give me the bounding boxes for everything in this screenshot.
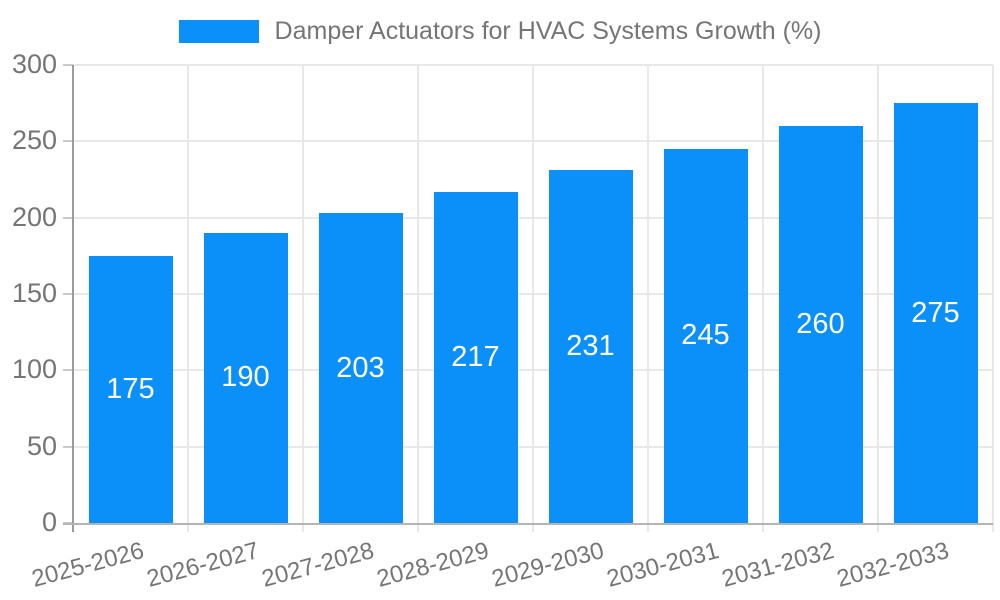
x-axis-line bbox=[63, 523, 993, 525]
legend[interactable]: Damper Actuators for HVAC Systems Growth… bbox=[0, 17, 1000, 46]
x-tick-mark bbox=[647, 523, 649, 532]
x-gridline bbox=[762, 65, 764, 523]
x-tick-label: 2030-2031 bbox=[603, 537, 722, 593]
bar-value-label: 245 bbox=[681, 319, 730, 352]
y-tick-label: 50 bbox=[26, 430, 57, 461]
bar-value-label: 175 bbox=[106, 372, 155, 405]
x-tick-label: 2026-2027 bbox=[143, 537, 262, 593]
y-tick-label: 300 bbox=[11, 49, 57, 79]
y-tick-label: 200 bbox=[11, 201, 57, 232]
x-gridline bbox=[532, 65, 534, 523]
x-gridline bbox=[187, 65, 189, 523]
y-tick-mark bbox=[63, 140, 73, 143]
y-axis-line bbox=[72, 65, 74, 532]
legend-label: Damper Actuators for HVAC Systems Growth… bbox=[274, 17, 822, 45]
x-gridline bbox=[417, 65, 419, 523]
bar-value-label: 275 bbox=[911, 296, 960, 329]
bar-value-label: 190 bbox=[221, 361, 270, 394]
y-tick-mark bbox=[63, 64, 73, 66]
bar[interactable]: 175 bbox=[88, 255, 173, 523]
y-tick-mark bbox=[63, 216, 73, 219]
bar-value-label: 217 bbox=[451, 340, 500, 373]
bar-value-label: 260 bbox=[796, 308, 845, 341]
x-gridline bbox=[877, 65, 879, 523]
y-tick-mark bbox=[63, 445, 73, 448]
y-tick-mark bbox=[63, 293, 73, 295]
bar-value-label: 203 bbox=[336, 351, 385, 384]
x-tick-mark bbox=[532, 523, 534, 532]
bar[interactable]: 190 bbox=[203, 232, 288, 523]
x-tick-label: 2027-2028 bbox=[258, 537, 377, 593]
bar[interactable]: 260 bbox=[778, 126, 863, 523]
y-tick-label: 250 bbox=[11, 125, 57, 156]
bar[interactable]: 245 bbox=[663, 148, 748, 523]
bar[interactable]: 217 bbox=[433, 191, 518, 523]
x-tick-label: 2032-2033 bbox=[833, 537, 952, 593]
x-tick-mark bbox=[302, 523, 304, 532]
bar[interactable]: 203 bbox=[318, 213, 403, 523]
x-tick-label: 2028-2029 bbox=[373, 537, 492, 593]
x-tick-label: 2031-2032 bbox=[718, 537, 837, 593]
bar[interactable]: 275 bbox=[893, 103, 978, 523]
x-gridline bbox=[647, 65, 649, 523]
legend-swatch bbox=[178, 20, 259, 43]
x-tick-mark bbox=[187, 523, 189, 532]
x-tick-mark bbox=[762, 523, 764, 532]
y-tick-label: 150 bbox=[11, 278, 57, 308]
x-tick-label: 2029-2030 bbox=[488, 537, 607, 593]
bar[interactable]: 231 bbox=[548, 170, 633, 523]
x-tick-label: 2025-2026 bbox=[28, 537, 147, 593]
x-tick-mark bbox=[417, 523, 419, 532]
y-tick-label: 100 bbox=[11, 354, 57, 385]
y-tick-mark bbox=[63, 369, 73, 372]
x-gridline bbox=[302, 65, 304, 523]
x-tick-mark bbox=[877, 523, 879, 532]
x-tick-mark bbox=[992, 523, 994, 532]
x-gridline bbox=[992, 65, 994, 523]
y-tick-label: 0 bbox=[41, 507, 57, 537]
bar-value-label: 231 bbox=[566, 330, 615, 363]
